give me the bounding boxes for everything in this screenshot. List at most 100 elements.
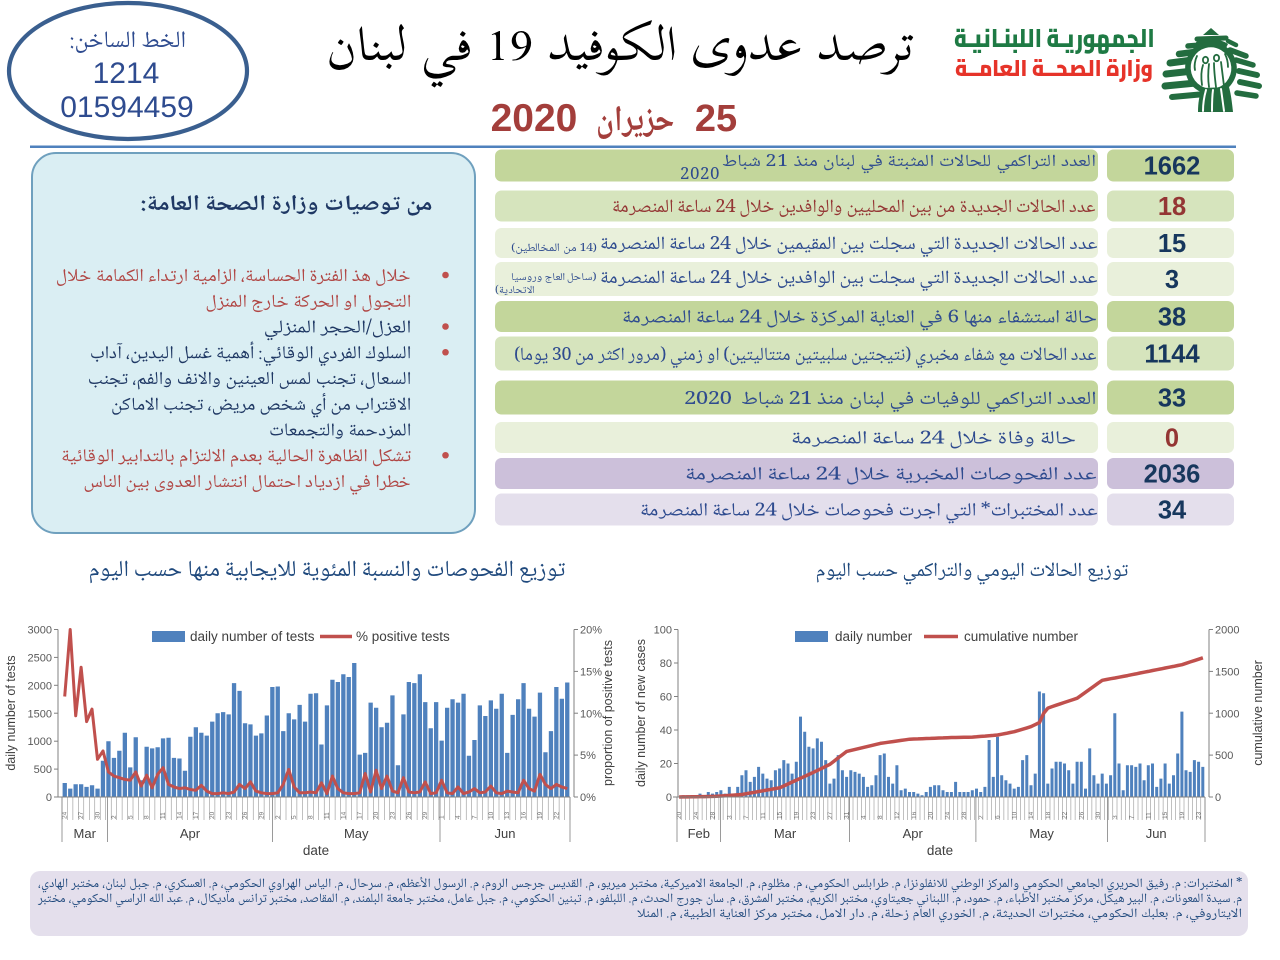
svg-text:10: 10 (1011, 811, 1018, 819)
svg-text:4: 4 (861, 815, 868, 819)
svg-text:24: 24 (693, 811, 700, 819)
svg-text:28: 28 (710, 811, 717, 819)
svg-text:Jun: Jun (495, 826, 516, 841)
svg-text:20: 20 (928, 811, 935, 819)
svg-text:26: 26 (406, 811, 413, 819)
svg-text:cumulative number: cumulative number (964, 629, 1079, 644)
svg-text:40: 40 (660, 725, 672, 737)
svg-text:Feb: Feb (688, 826, 710, 841)
svg-text:10: 10 (488, 811, 495, 819)
svg-text:23: 23 (226, 811, 233, 819)
svg-text:0: 0 (46, 792, 52, 804)
svg-text:1214: 1214 (93, 57, 160, 90)
svg-text:27: 27 (78, 811, 85, 819)
svg-text:7: 7 (471, 815, 478, 819)
svg-text:15: 15 (1158, 230, 1186, 258)
svg-text:proportion of positive tests: proportion of positive tests (601, 640, 615, 786)
svg-text:01594459: 01594459 (60, 91, 193, 124)
svg-text:19: 19 (1179, 811, 1186, 819)
svg-text:100: 100 (654, 625, 672, 637)
svg-text:15: 15 (1162, 811, 1169, 819)
svg-text:29: 29 (422, 811, 429, 819)
svg-text:30: 30 (95, 811, 102, 819)
svg-text:12: 12 (894, 811, 901, 819)
svg-text:15%: 15% (580, 666, 602, 678)
svg-text:18: 18 (1158, 193, 1186, 221)
svg-text:38: 38 (1158, 304, 1186, 332)
svg-text:23: 23 (390, 811, 397, 819)
svg-text:30: 30 (1095, 811, 1102, 819)
svg-text:daily number: daily number (835, 629, 913, 644)
svg-text:28: 28 (961, 811, 968, 819)
svg-text:2: 2 (111, 815, 118, 819)
svg-text:0: 0 (1165, 425, 1179, 453)
svg-text:1: 1 (439, 815, 446, 819)
svg-text:5: 5 (291, 815, 298, 819)
svg-text:27: 27 (827, 811, 834, 819)
svg-text:8: 8 (877, 815, 884, 819)
svg-text:2000: 2000 (28, 680, 52, 692)
svg-text:18: 18 (1045, 811, 1052, 819)
svg-text:11: 11 (160, 812, 167, 819)
svg-text:1500: 1500 (1215, 666, 1239, 678)
svg-text:1000: 1000 (28, 736, 52, 748)
svg-text:3000: 3000 (28, 625, 52, 637)
svg-text:0: 0 (1215, 792, 1221, 804)
svg-text:date: date (303, 843, 329, 858)
svg-text:23: 23 (810, 811, 817, 819)
svg-text:1662: 1662 (1144, 153, 1201, 181)
svg-text:0: 0 (666, 792, 672, 804)
svg-text:Apr: Apr (180, 826, 201, 841)
svg-text:33: 33 (1158, 385, 1186, 413)
svg-text:3: 3 (1165, 266, 1179, 294)
svg-text:19: 19 (793, 811, 800, 819)
svg-text:2000: 2000 (1215, 625, 1239, 637)
svg-text:11: 11 (324, 812, 331, 819)
svg-text:31: 31 (844, 811, 851, 819)
svg-text:22: 22 (553, 811, 560, 819)
svg-text:7: 7 (743, 815, 750, 819)
svg-text:13: 13 (504, 811, 511, 819)
svg-text:20: 20 (676, 811, 683, 819)
svg-text:0%: 0% (580, 792, 596, 804)
svg-text:24: 24 (944, 811, 951, 819)
svg-text:May: May (344, 826, 369, 841)
svg-text:daily number of tests: daily number of tests (4, 655, 18, 770)
svg-text:500: 500 (34, 764, 52, 776)
svg-text:20: 20 (373, 811, 380, 819)
svg-text:25: 25 (695, 98, 737, 140)
svg-text:23: 23 (1196, 811, 1203, 819)
svg-text:19: 19 (537, 811, 544, 819)
svg-text:2500: 2500 (28, 652, 52, 664)
svg-text:17: 17 (193, 811, 200, 819)
svg-text:20: 20 (209, 811, 216, 819)
svg-text:Jun: Jun (1146, 826, 1167, 841)
svg-text:26: 26 (242, 811, 249, 819)
svg-text:5: 5 (127, 815, 134, 819)
svg-text:14: 14 (1028, 811, 1035, 819)
svg-text:date: date (927, 843, 953, 858)
svg-text:7: 7 (1129, 815, 1136, 819)
svg-text:8: 8 (308, 815, 315, 819)
svg-text:17: 17 (357, 811, 364, 819)
svg-text:Mar: Mar (774, 826, 797, 841)
svg-text:80: 80 (660, 658, 672, 670)
svg-text:1500: 1500 (28, 708, 52, 720)
svg-text:3: 3 (726, 815, 733, 819)
svg-text:500: 500 (1215, 750, 1233, 762)
svg-text:daily number of new cases: daily number of new cases (634, 639, 648, 787)
svg-text:24: 24 (62, 811, 69, 819)
svg-text:cumulative number: cumulative number (1251, 660, 1265, 766)
svg-text:Apr: Apr (903, 826, 924, 841)
svg-text:60: 60 (660, 692, 672, 704)
svg-text:10%: 10% (580, 708, 602, 720)
svg-text:16: 16 (521, 811, 528, 819)
svg-text:1144: 1144 (1144, 341, 1200, 369)
svg-text:15: 15 (777, 811, 784, 819)
svg-text:14: 14 (340, 811, 347, 819)
svg-text:34: 34 (1158, 497, 1187, 525)
svg-text:20%: 20% (580, 625, 602, 637)
svg-text:11: 11 (760, 812, 767, 819)
svg-text:1000: 1000 (1215, 708, 1239, 720)
svg-text:Mar: Mar (74, 826, 97, 841)
